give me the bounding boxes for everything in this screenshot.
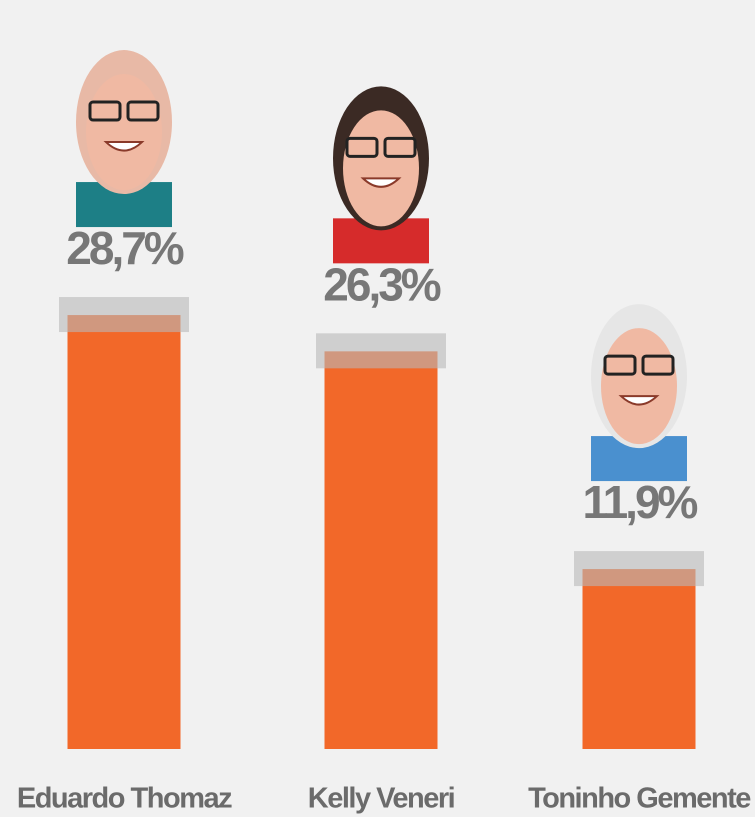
error-band	[316, 333, 446, 369]
portrait	[591, 304, 687, 482]
portrait-glasses	[383, 136, 417, 158]
portrait-glasses	[603, 354, 637, 376]
portrait-glasses	[345, 136, 379, 158]
value-label: 28,7%	[66, 222, 184, 274]
value-label: 11,9%	[583, 476, 698, 528]
portrait	[76, 50, 172, 228]
category-label: Toninho Gemente	[528, 783, 751, 815]
portrait-glasses	[88, 100, 122, 122]
portrait-face	[601, 328, 677, 445]
portrait-glasses	[641, 354, 675, 376]
value-label: 26,3%	[323, 259, 441, 311]
error-band	[59, 297, 189, 333]
portrait-smile	[360, 177, 402, 188]
error-band	[574, 551, 704, 587]
portrait-face	[86, 74, 162, 191]
category-label: Kelly Veneri	[308, 783, 454, 815]
bar	[582, 569, 696, 749]
bar	[324, 351, 438, 749]
portrait-smile	[103, 141, 145, 152]
portrait-smile	[618, 395, 660, 406]
portrait-face	[343, 110, 419, 227]
portrait-glasses	[126, 100, 160, 122]
bar	[67, 315, 181, 749]
category-label: Eduardo Thomaz	[17, 783, 232, 815]
portrait	[333, 86, 429, 264]
